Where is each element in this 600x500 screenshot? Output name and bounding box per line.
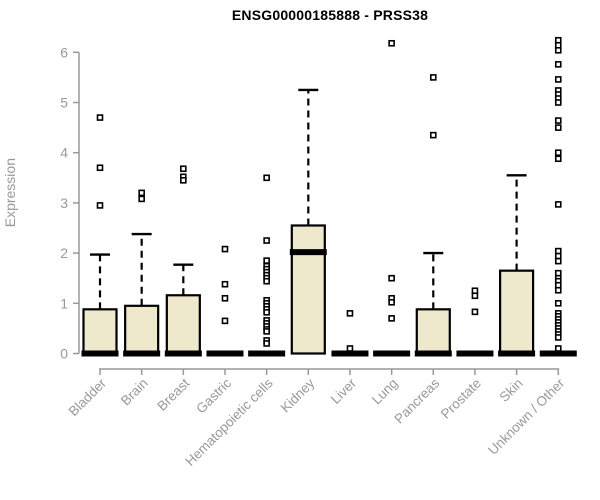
outlier-point — [388, 298, 395, 306]
x-category-label: Unknown / Other — [485, 375, 568, 458]
outlier-point — [554, 257, 562, 265]
x-category-label: Brain — [118, 376, 151, 409]
y-tick-label: 3 — [60, 195, 68, 211]
x-category-label: Prostate — [438, 376, 484, 422]
y-tick-label: 0 — [60, 346, 68, 362]
outlier-point — [180, 177, 187, 184]
outlier-point — [554, 124, 562, 131]
iqr-box — [499, 269, 535, 355]
outlier-point — [263, 174, 270, 182]
outlier-point — [138, 189, 145, 197]
iqr-box — [415, 308, 451, 355]
iqr-box — [124, 304, 160, 355]
outlier-point — [388, 315, 395, 322]
y-tick-label: 6 — [60, 44, 68, 60]
outlier-point — [263, 328, 270, 335]
outlier-point — [554, 334, 562, 341]
outlier-point — [554, 61, 562, 68]
outlier-point — [429, 74, 437, 81]
outlier-point — [554, 345, 562, 352]
x-category-label: Liver — [328, 375, 360, 407]
outlier-point — [96, 164, 104, 172]
outlier-point — [554, 149, 562, 156]
outlier-point — [554, 46, 562, 54]
outlier-point — [429, 131, 437, 139]
y-tick-label: 4 — [60, 145, 68, 161]
outlier-point — [263, 309, 270, 316]
outlier-point — [554, 117, 562, 124]
y-tick-label: 2 — [60, 245, 68, 261]
outlier-point — [388, 39, 395, 47]
x-category-label: Gastric — [193, 375, 234, 416]
outlier-point — [554, 299, 562, 307]
x-category-label: Lung — [369, 376, 401, 408]
outlier-point — [554, 155, 562, 163]
outlier-point — [554, 286, 562, 294]
y-tick-label: 1 — [60, 295, 68, 311]
outlier-point — [388, 274, 395, 282]
outlier-point — [180, 165, 187, 173]
outlier-point — [263, 340, 270, 347]
chart-title: ENSG00000185888 - PRSS38 — [231, 7, 429, 23]
y-tick-label: 5 — [60, 95, 68, 111]
outlier-point — [554, 99, 562, 106]
outlier-point — [96, 202, 104, 209]
x-category-label: Kidney — [278, 375, 318, 415]
x-category-label: Pancreas — [391, 375, 442, 426]
outlier-point — [221, 294, 229, 302]
iqr-box — [165, 294, 201, 355]
outlier-point — [263, 257, 270, 264]
outlier-point — [471, 308, 479, 316]
outlier-point — [263, 237, 270, 244]
outlier-point — [221, 280, 229, 288]
outlier-point — [346, 310, 354, 317]
outlier-point — [263, 277, 270, 285]
outlier-point — [554, 201, 562, 208]
x-category-label: Skin — [497, 376, 526, 405]
outlier-point — [138, 195, 145, 203]
outlier-point — [471, 292, 479, 300]
outlier-point — [221, 245, 229, 253]
outlier-point — [346, 345, 354, 352]
outlier-point — [554, 76, 562, 83]
outlier-point — [96, 114, 104, 121]
x-category-label: Bladder — [66, 375, 110, 419]
outlier-point — [221, 317, 229, 325]
iqr-box — [290, 224, 326, 355]
x-category-label: Breast — [154, 375, 192, 413]
iqr-box — [82, 308, 118, 355]
